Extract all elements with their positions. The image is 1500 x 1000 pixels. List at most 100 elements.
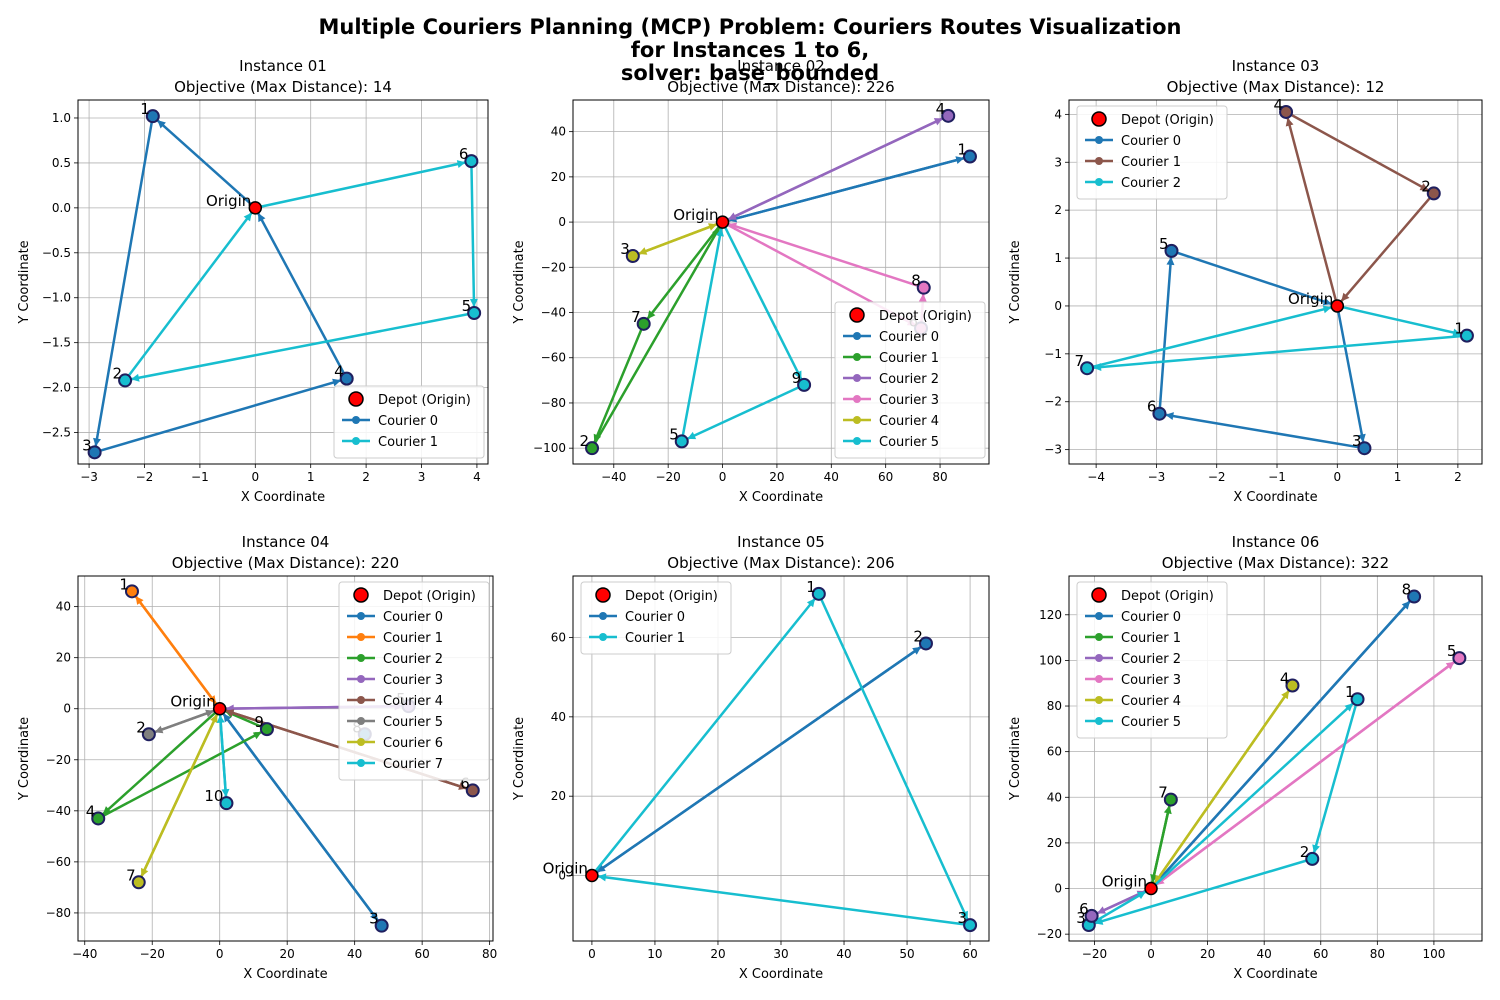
route-segment [1284, 110, 1436, 195]
customer-label: 4 [1280, 670, 1290, 688]
route-arrowhead [597, 873, 607, 882]
y-axis-label: Y Coordinate [1008, 240, 1023, 324]
route-segment [1149, 684, 1294, 890]
customer-point [1426, 186, 1441, 201]
x-axis-label: X Coordinate [243, 967, 327, 982]
legend-marker [352, 437, 360, 445]
legend-box [580, 581, 732, 655]
x-axis-label: X Coordinate [1233, 967, 1317, 982]
legend-marker [357, 738, 365, 746]
legend-label: Courier 4 [1121, 694, 1181, 709]
x-axis-label: X Coordinate [739, 490, 823, 505]
route-segment [1149, 697, 1359, 890]
y-tick-label: −1.0 [42, 291, 71, 305]
customer-point [145, 109, 160, 124]
customer-point [1152, 406, 1167, 421]
route-arrowhead [223, 713, 232, 723]
route-arrowhead [1154, 874, 1163, 884]
route-segment [631, 220, 724, 258]
subplot-1: Instance 01 Objective (Max Distance): 14 −… [17, 57, 489, 505]
subplot-title: Instance 03 [1232, 57, 1320, 75]
customer-point [1350, 692, 1365, 707]
x-tick-label: −3 [1148, 470, 1166, 484]
figure-title: Multiple Couriers Planning (MCP) Problem… [318, 15, 1182, 85]
legend-depot-marker [1091, 111, 1107, 127]
y-tick-label: −60 [46, 855, 71, 869]
x-tick-label: 0 [1333, 470, 1341, 484]
depot-point [715, 215, 730, 229]
customer-point [918, 636, 933, 651]
legend-label: Courier 1 [1121, 155, 1181, 170]
legend-label: Courier 4 [383, 694, 443, 709]
route-segment [96, 707, 221, 820]
axes-frame [77, 99, 489, 465]
customer-label: 5 [1447, 642, 1457, 660]
subplot-5: Instance 05 Objective (Max Distance): 206… [512, 533, 990, 982]
y-tick-label: 0 [558, 215, 566, 229]
legend-marker [853, 374, 861, 382]
axes-frame [1068, 99, 1483, 465]
y-tick-label: −3 [1044, 443, 1062, 457]
legend-marker [853, 332, 861, 340]
y-tick-label: 60 [551, 630, 566, 644]
customer-point [465, 783, 480, 798]
route-arrowhead [205, 709, 215, 718]
depot-point [248, 201, 263, 215]
customer-label: 2 [579, 432, 589, 450]
legend-label: Courier 5 [879, 435, 939, 450]
route-segment [590, 874, 972, 927]
x-tick-label: −2 [1208, 470, 1226, 484]
x-tick-label: 0 [588, 947, 596, 961]
legend-label: Courier 2 [1121, 176, 1181, 191]
customer-label: 4 [86, 802, 96, 820]
x-tick-label: 20 [769, 470, 784, 484]
route-segment [590, 642, 928, 877]
route-arrowhead [1285, 117, 1294, 127]
legend-depot-marker [849, 307, 865, 323]
customer-label: 5 [462, 297, 472, 315]
customer-label: 1 [957, 141, 967, 159]
x-tick-label: 4 [473, 470, 481, 484]
customer-label: 7 [126, 866, 136, 884]
customer-label: 4 [936, 100, 946, 118]
legend-label: Courier 0 [383, 610, 443, 625]
legend-label: Depot (Origin) [1121, 589, 1214, 604]
customer-point [118, 373, 133, 388]
legend-label: Courier 3 [383, 673, 443, 688]
route-segment [218, 707, 383, 927]
legend-marker [357, 696, 365, 704]
route-arrowhead [456, 160, 466, 168]
customer-point [1459, 328, 1474, 343]
route-arrowhead [469, 298, 478, 308]
route-segment [96, 727, 269, 820]
origin-label: Origin [673, 206, 718, 224]
x-tick-label: −20 [655, 470, 680, 484]
route-segment [93, 377, 348, 454]
legend-label: Depot (Origin) [625, 589, 718, 604]
route-arrowhead [960, 910, 968, 920]
legend-label: Courier 1 [383, 631, 443, 646]
legend-label: Courier 6 [383, 736, 443, 751]
route-arrowhead [258, 213, 266, 223]
route-segment [151, 114, 257, 210]
legend-marker [1095, 717, 1103, 725]
customer-point [1407, 589, 1422, 604]
subplot-title: Objective (Max Distance): 12 [1167, 78, 1385, 96]
y-tick-label: 0.0 [52, 201, 71, 215]
legend-label: Courier 2 [879, 372, 939, 387]
y-axis-label: Y Coordinate [512, 717, 527, 801]
customer-point [87, 445, 102, 460]
customer-label: 6 [1147, 398, 1157, 416]
route-segment [817, 592, 972, 927]
legend: Depot (Origin) Courier 0 Courier 1 Courier … [1076, 105, 1228, 200]
subplot-6: Instance 06 Objective (Max Distance): 322… [1008, 533, 1483, 982]
customer-label: 7 [1158, 784, 1168, 802]
route-segment [1158, 249, 1173, 415]
legend-box [1076, 105, 1228, 200]
y-tick-label: 80 [1047, 699, 1062, 713]
legend-label: Courier 5 [383, 715, 443, 730]
route-segment [1087, 857, 1314, 927]
legend-label: Courier 5 [1121, 715, 1181, 730]
y-tick-label: −0.5 [42, 246, 71, 260]
legend-box [338, 581, 490, 781]
